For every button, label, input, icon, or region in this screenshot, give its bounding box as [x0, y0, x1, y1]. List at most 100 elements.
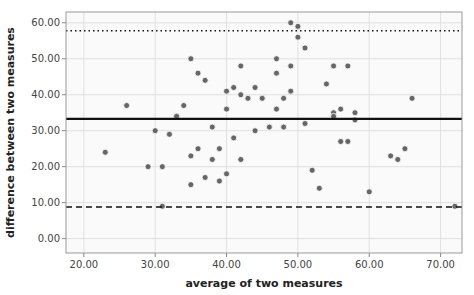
- plot-frame: [66, 12, 462, 253]
- point: [238, 156, 244, 162]
- point: [188, 182, 194, 188]
- point: [145, 164, 151, 170]
- tick-label-y: 30.00: [31, 125, 60, 136]
- tick-y: [62, 238, 66, 239]
- point: [273, 56, 279, 62]
- tick-label-y: 50.00: [31, 53, 60, 64]
- point: [323, 81, 329, 87]
- scatter-points: [102, 20, 458, 209]
- grid-line-x: [83, 12, 84, 253]
- tick-label-y: 60.00: [31, 17, 60, 28]
- data: [66, 20, 462, 209]
- tick-x: [297, 253, 298, 257]
- point: [231, 135, 237, 141]
- reference-line-dotted: [66, 30, 462, 31]
- point: [402, 146, 408, 152]
- point: [452, 203, 458, 209]
- point: [252, 128, 258, 134]
- point: [224, 106, 230, 112]
- point: [224, 171, 230, 177]
- tick-x: [226, 253, 227, 257]
- point: [281, 124, 287, 130]
- point: [345, 63, 351, 69]
- point: [231, 85, 237, 91]
- point: [102, 149, 108, 155]
- tick-label-x: 70.00: [426, 259, 455, 270]
- point: [124, 103, 130, 109]
- tick-y: [62, 22, 66, 23]
- point: [288, 88, 294, 94]
- grid-line-y: [66, 94, 462, 95]
- point: [224, 88, 230, 94]
- tick-label-x: 30.00: [141, 259, 170, 270]
- tick-y: [62, 130, 66, 131]
- grid-line-y: [66, 22, 462, 23]
- tick-label-y: 10.00: [31, 197, 60, 208]
- point: [245, 95, 251, 101]
- point: [188, 56, 194, 62]
- point: [273, 70, 279, 76]
- point: [288, 63, 294, 69]
- tick-x: [440, 253, 441, 257]
- point: [216, 146, 222, 152]
- point: [331, 63, 337, 69]
- tick-y: [62, 58, 66, 59]
- grid-line-x: [226, 12, 227, 253]
- tick-y: [62, 166, 66, 167]
- point: [295, 23, 301, 29]
- grid-line-y: [66, 130, 462, 131]
- point: [166, 131, 172, 137]
- point: [259, 95, 265, 101]
- reference-line-solid: [66, 118, 462, 120]
- point: [395, 156, 401, 162]
- grid-line-x: [369, 12, 370, 253]
- point: [338, 106, 344, 112]
- point: [388, 153, 394, 159]
- point: [273, 106, 279, 112]
- tick-x: [369, 253, 370, 257]
- point: [281, 95, 287, 101]
- grid-line-y: [66, 166, 462, 167]
- reference-line-dashed: [66, 206, 462, 207]
- point: [216, 178, 222, 184]
- tick-label-y: 0.00: [38, 233, 60, 244]
- grid-line-y: [66, 202, 462, 203]
- tick-y: [62, 202, 66, 203]
- tick-label-x: 60.00: [355, 259, 384, 270]
- point: [259, 95, 265, 101]
- point: [195, 70, 201, 76]
- point: [188, 153, 194, 159]
- point: [159, 164, 165, 170]
- grid-line-x: [297, 12, 298, 253]
- chart: 20.0030.0040.0050.0060.0070.000.0010.002…: [0, 0, 474, 295]
- point: [266, 124, 272, 130]
- tick-label-x: 50.00: [284, 259, 313, 270]
- point: [181, 103, 187, 109]
- point: [159, 203, 165, 209]
- point: [288, 20, 294, 26]
- point: [238, 63, 244, 69]
- tick-x: [155, 253, 156, 257]
- grid-line-y: [66, 58, 462, 59]
- point: [302, 121, 308, 127]
- point: [202, 77, 208, 83]
- point: [209, 124, 215, 130]
- tick-y: [62, 94, 66, 95]
- tick-label-y: 40.00: [31, 89, 60, 100]
- y-axis-label: difference between two measures: [4, 27, 17, 238]
- axes: 20.0030.0040.0050.0060.0070.000.0010.002…: [31, 17, 455, 270]
- grid-line-x: [440, 12, 441, 253]
- point: [352, 110, 358, 116]
- point: [302, 45, 308, 51]
- tick-label-x: 40.00: [212, 259, 241, 270]
- point: [309, 167, 315, 173]
- point: [295, 34, 301, 40]
- point: [338, 138, 344, 144]
- point: [238, 92, 244, 98]
- point: [409, 95, 415, 101]
- tick-x: [83, 253, 84, 257]
- point: [209, 156, 215, 162]
- grid: [66, 12, 462, 253]
- grid-line-y: [66, 238, 462, 239]
- x-axis-label: average of two measures: [185, 277, 343, 290]
